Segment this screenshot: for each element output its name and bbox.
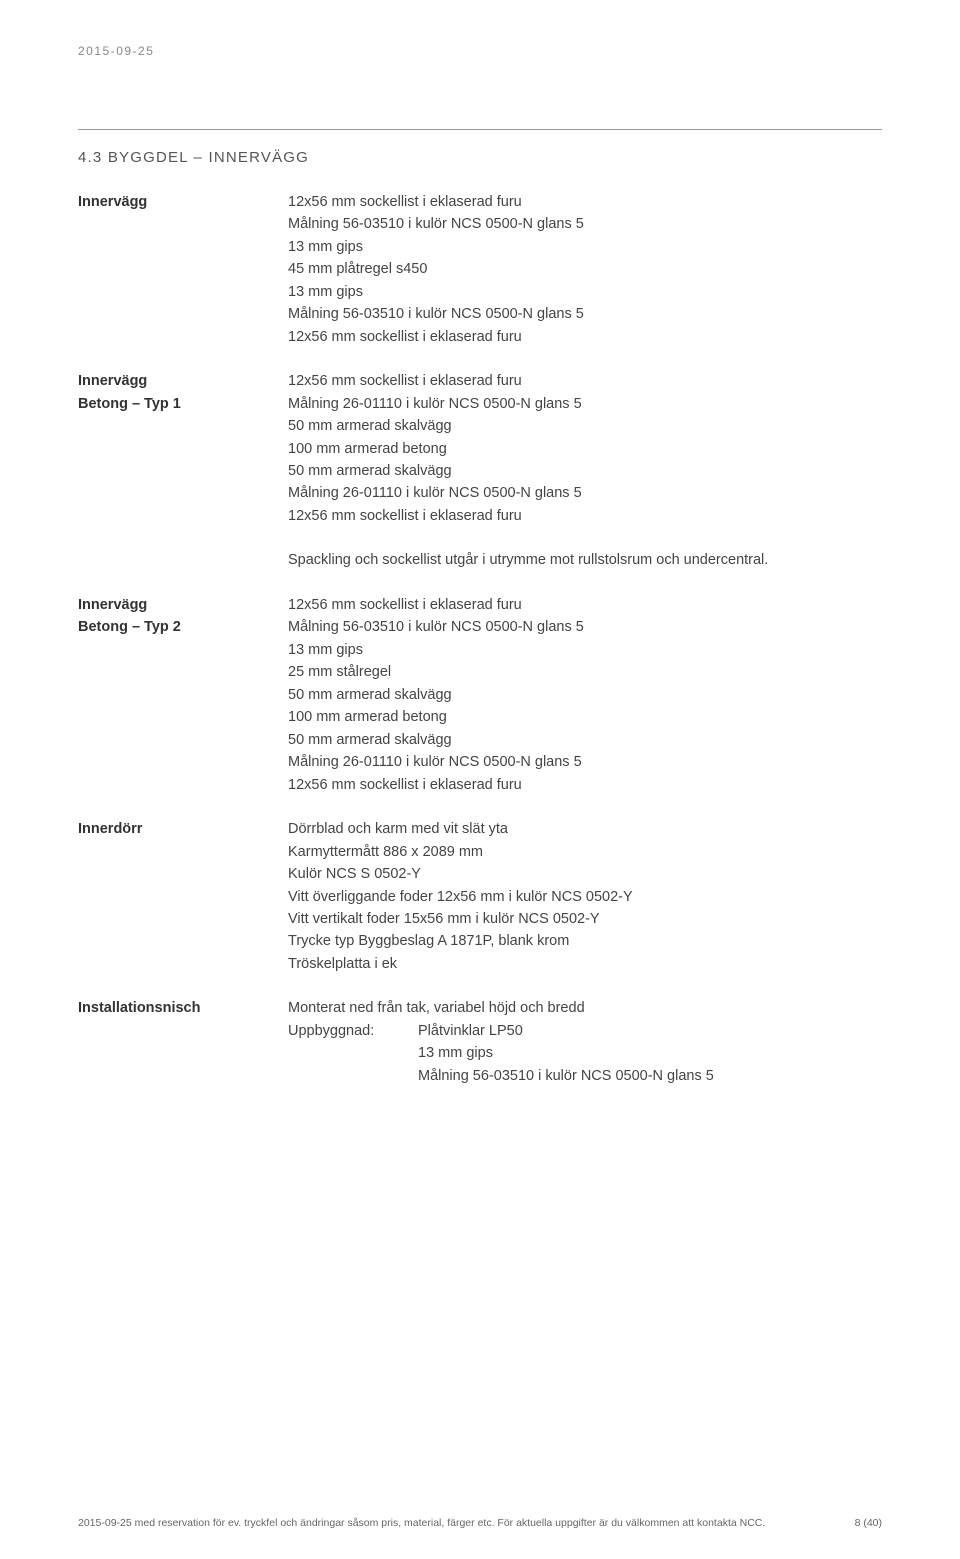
spec-label: Innervägg (78, 191, 288, 348)
spec-label: Innerdörr (78, 818, 288, 975)
spec-line: 50 mm armerad skalvägg (288, 460, 882, 482)
spec-line: Målning 56-03510 i kulör NCS 0500-N glan… (288, 616, 882, 638)
spec-line: Vitt vertikalt foder 15x56 mm i kulör NC… (288, 908, 882, 930)
spec-content: 12x56 mm sockellist i eklaserad furuMåln… (288, 594, 882, 796)
note-row: Spackling och sockellist utgår i utrymme… (78, 549, 882, 571)
page-footer: 2015-09-25 med reservation för ev. tryck… (78, 1515, 882, 1531)
spec-content: 12x56 mm sockellist i eklaserad furuMåln… (288, 370, 882, 527)
horizontal-rule (78, 129, 882, 130)
header-date: 2015-09-25 (78, 42, 882, 61)
spec-line: Målning 26-01110 i kulör NCS 0500-N glan… (288, 482, 882, 504)
spec-line: Målning 26-01110 i kulör NCS 0500-N glan… (288, 393, 882, 415)
install-subline: 13 mm gips (418, 1042, 882, 1064)
spec-label: InnerväggBetong – Typ 2 (78, 594, 288, 796)
spec-line: Kulör NCS S 0502-Y (288, 863, 882, 885)
spec-line: Målning 56-03510 i kulör NCS 0500-N glan… (288, 303, 882, 325)
install-line1: Monterat ned från tak, variabel höjd och… (288, 997, 882, 1019)
spec-block: InnerdörrDörrblad och karm med vit slät … (78, 818, 882, 975)
spec-line: 50 mm armerad skalvägg (288, 684, 882, 706)
spec-label: InnerväggBetong – Typ 1 (78, 370, 288, 527)
spec-line: 50 mm armerad skalvägg (288, 415, 882, 437)
spec-line: 45 mm plåtregel s450 (288, 258, 882, 280)
spec-line: Trycke typ Byggbeslag A 1871P, blank kro… (288, 930, 882, 952)
spec-block: InnerväggBetong – Typ 112x56 mm sockelli… (78, 370, 882, 527)
spec-line: Målning 26-01110 i kulör NCS 0500-N glan… (288, 751, 882, 773)
spec-line: 50 mm armerad skalvägg (288, 729, 882, 751)
install-subline: Målning 56-03510 i kulör NCS 0500-N glan… (418, 1065, 882, 1087)
footer-right: 8 (40) (855, 1515, 882, 1531)
section-title: 4.3 BYGGDEL – INNERVÄGG (78, 146, 882, 169)
spec-line: Vitt överliggande foder 12x56 mm i kulör… (288, 886, 882, 908)
spec-content: Dörrblad och karm med vit slät ytaKarmyt… (288, 818, 882, 975)
spec-line: 12x56 mm sockellist i eklaserad furu (288, 594, 882, 616)
spec-content: 12x56 mm sockellist i eklaserad furuMåln… (288, 191, 882, 348)
spec-block: InnerväggBetong – Typ 212x56 mm sockelli… (78, 594, 882, 796)
spec-line: Dörrblad och karm med vit slät yta (288, 818, 882, 840)
spec-line: 12x56 mm sockellist i eklaserad furu (288, 505, 882, 527)
spec-line: 12x56 mm sockellist i eklaserad furu (288, 191, 882, 213)
spec-line: 12x56 mm sockellist i eklaserad furu (288, 774, 882, 796)
spec-line: 25 mm stålregel (288, 661, 882, 683)
install-subline: Plåtvinklar LP50 (418, 1020, 882, 1042)
install-label: Installationsnisch (78, 997, 288, 1087)
spec-line: 13 mm gips (288, 639, 882, 661)
spec-line: Tröskelplatta i ek (288, 953, 882, 975)
spec-line: 12x56 mm sockellist i eklaserad furu (288, 326, 882, 348)
install-block: Installationsnisch Monterat ned från tak… (78, 997, 882, 1087)
spec-line: 100 mm armerad betong (288, 706, 882, 728)
spec-line: Målning 56-03510 i kulör NCS 0500-N glan… (288, 213, 882, 235)
footer-left: 2015-09-25 med reservation för ev. tryck… (78, 1515, 765, 1531)
spec-line: 13 mm gips (288, 236, 882, 258)
install-sublabel: Uppbyggnad: (288, 1020, 418, 1087)
spec-line: 12x56 mm sockellist i eklaserad furu (288, 370, 882, 392)
spec-line: 100 mm armerad betong (288, 438, 882, 460)
spec-block: Innervägg12x56 mm sockellist i eklaserad… (78, 191, 882, 348)
note-text: Spackling och sockellist utgår i utrymme… (288, 549, 882, 571)
spec-line: 13 mm gips (288, 281, 882, 303)
spec-line: Karmyttermått 886 x 2089 mm (288, 841, 882, 863)
